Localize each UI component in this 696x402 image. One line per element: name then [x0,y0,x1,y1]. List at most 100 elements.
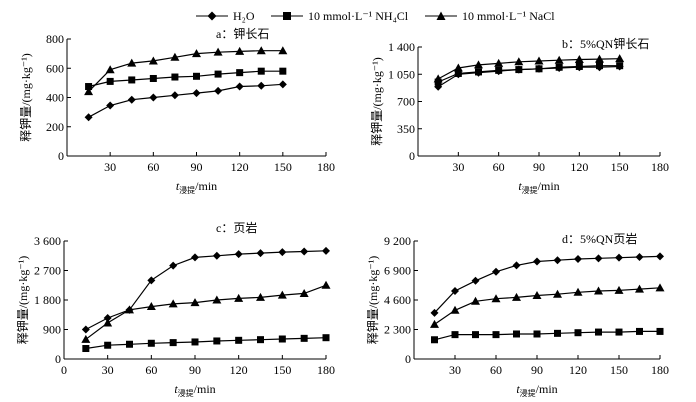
y-tick-label: 600 [46,61,64,75]
chart-panels: 0 200 400 600 800 30 60 90 120 150 180 t浸提/min 释钾量/(… [16,27,669,398]
y-tick-label: 800 [46,32,64,46]
diamond-data-point [615,253,623,262]
square-data-point [85,83,93,91]
legend-label-nh4cl: 10 mmol·L⁻¹ NH₄Cl [308,9,409,23]
y-axis-label: 释钾量/(mg·kg⁻¹) [19,53,33,142]
chart-panel-1: 0 200 400 600 800 30 60 90 120 150 180 t浸提/min 释钾量/(… [19,27,335,195]
y-tick-label: 0 [409,149,415,163]
y-tick-label: 9 200 [384,234,411,248]
y-tick-label: 0 [58,149,64,163]
triangle-data-point [256,46,266,55]
x-tick-label: 120 [569,363,587,377]
square-data-point [472,331,479,339]
square-data-point [257,336,264,344]
square-data-point [636,327,643,335]
x-tick-label: 30 [104,160,116,174]
square-data-point [596,62,603,70]
x-axis-label: t浸提/min [176,179,217,195]
diamond-data-point [127,95,136,104]
triangle-data-point [168,299,178,308]
diamond-data-point [451,287,459,296]
diamond-data-point [553,256,562,265]
square-data-point [616,62,624,70]
series-square [431,327,664,344]
square-data-point [106,77,114,85]
series-triangle [430,283,665,328]
triangle-marker-icon [436,11,446,20]
triangle-data-point [594,286,603,295]
diamond-data-point [169,261,178,270]
square-data-point [451,331,459,339]
y-axis-label: 释钾量/(mg·kg⁻¹) [16,256,30,345]
x-tick-label: 30 [102,363,114,377]
y-tick-label: 6 900 [384,264,411,278]
y-tick-label: 0 [405,352,411,366]
triangle-data-point [299,288,309,297]
diamond-data-point [103,314,112,323]
triangle-data-point [514,57,524,66]
y-tick-label: 200 [46,120,64,134]
legend-item-nacl: 10 mmol·L⁻¹ NaCl [425,9,555,23]
triangle-data-point [615,54,625,63]
diamond-data-point [212,251,221,260]
y-tick-label: 2 300 [384,323,411,337]
x-tick-label: 90 [191,160,203,174]
y-tick-label: 400 [46,91,64,105]
panel-title: c：页岩 [216,220,257,235]
x-axis-label: t浸提/min [174,382,215,398]
triangle-data-point [148,56,158,65]
series-line [88,50,283,93]
y-tick-label: 1 050 [388,67,415,81]
square-data-point [104,341,112,349]
triangle-data-point [532,291,542,300]
triangle-data-point [277,290,287,299]
square-data-point [147,339,155,347]
triangle-data-point [494,58,504,67]
series-diamond [84,80,287,122]
triangle-data-point [146,302,156,311]
panel-title: a：钾长石 [216,27,269,41]
series-line [437,58,620,80]
diamond-data-point [471,276,480,285]
diamond-data-point [430,308,439,317]
triangle-data-point [655,283,665,292]
diamond-data-point [256,249,265,258]
x-tick-label: 180 [317,160,335,174]
diamond-data-point [512,261,521,270]
diamond-data-point [574,254,582,263]
triangle-data-point [471,296,480,305]
diamond-data-point [84,113,93,122]
square-data-point [555,63,563,71]
series-line [88,83,283,118]
series-line [85,337,327,350]
triangle-data-point [125,305,134,314]
triangle-data-point [105,65,115,74]
diamond-data-point [278,80,287,89]
triangle-data-point [234,293,244,302]
triangle-data-point [491,294,501,303]
triangle-data-point [170,52,180,61]
triangle-data-point [212,295,222,304]
x-tick-label: 60 [493,160,505,174]
series-diamond [81,246,330,334]
triangle-data-point [321,280,331,289]
triangle-data-point [474,60,483,69]
x-tick-label: 90 [189,363,201,377]
triangle-data-point [256,292,265,301]
y-tick-label: 1 400 [388,40,415,54]
x-tick-label: 150 [274,160,292,174]
y-tick-label: 900 [43,323,61,337]
diamond-data-point [149,93,158,102]
square-data-point [236,69,244,77]
chart-panel-3: 0 900 1 800 2 700 3 600 0 30 60 90 120 150 180 t浸提/m… [16,220,335,398]
series-square [85,67,287,91]
diamond-data-point [170,91,179,100]
triangle-data-point [278,46,288,55]
diamond-data-point [192,89,201,98]
triangle-data-point [190,298,200,307]
legend-label-h2o: H₂O [233,9,255,23]
square-data-point [213,337,221,345]
diamond-data-point [594,254,603,263]
x-tick-label: 150 [610,363,628,377]
